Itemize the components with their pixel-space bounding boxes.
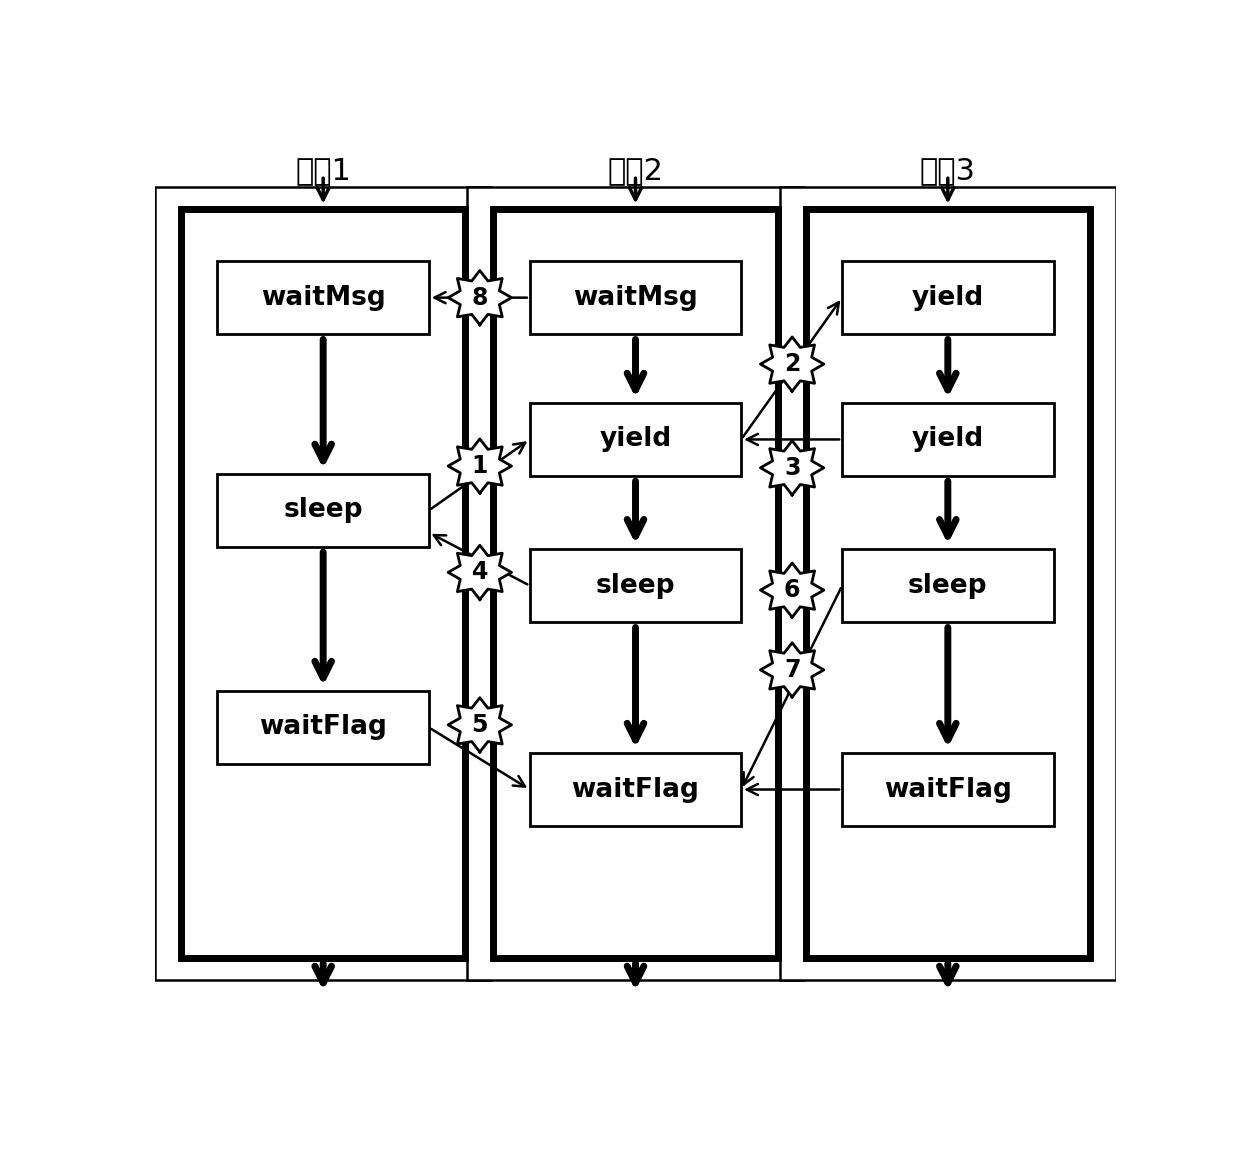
Text: 协程2: 协程2 <box>608 155 663 185</box>
Bar <box>806 209 1090 958</box>
Text: sleep: sleep <box>595 573 676 599</box>
Text: yield: yield <box>911 284 985 311</box>
Text: waitMsg: waitMsg <box>573 284 698 311</box>
Polygon shape <box>448 546 512 600</box>
Bar <box>494 209 777 958</box>
Bar <box>155 186 491 981</box>
Text: yield: yield <box>599 427 672 452</box>
Text: 7: 7 <box>784 658 800 681</box>
Polygon shape <box>760 563 823 617</box>
Bar <box>780 186 1116 981</box>
Bar <box>217 691 429 764</box>
Text: 6: 6 <box>784 578 800 602</box>
Text: sleep: sleep <box>284 497 363 524</box>
Text: waitFlag: waitFlag <box>884 777 1012 802</box>
Text: 协程3: 协程3 <box>920 155 976 185</box>
Text: 2: 2 <box>784 352 800 376</box>
Bar <box>529 403 742 475</box>
Bar <box>842 549 1054 622</box>
Bar <box>529 261 742 334</box>
Polygon shape <box>760 642 823 698</box>
Bar <box>529 753 742 826</box>
Bar <box>181 209 465 958</box>
Text: 3: 3 <box>784 456 800 480</box>
Text: waitFlag: waitFlag <box>572 777 699 802</box>
Bar <box>217 261 429 334</box>
Text: 5: 5 <box>471 712 489 737</box>
Bar <box>217 474 429 547</box>
Polygon shape <box>448 270 512 325</box>
Bar <box>467 186 804 981</box>
Text: 4: 4 <box>471 561 489 585</box>
Text: 1: 1 <box>471 453 489 478</box>
Text: 协程1: 协程1 <box>295 155 351 185</box>
Bar <box>842 753 1054 826</box>
Text: waitMsg: waitMsg <box>260 284 386 311</box>
Polygon shape <box>760 441 823 495</box>
Text: 8: 8 <box>471 285 489 310</box>
Bar <box>529 549 742 622</box>
Bar <box>842 403 1054 475</box>
Polygon shape <box>760 337 823 391</box>
Text: yield: yield <box>911 427 985 452</box>
Text: sleep: sleep <box>908 573 987 599</box>
Bar <box>842 261 1054 334</box>
Text: waitFlag: waitFlag <box>259 715 387 740</box>
Polygon shape <box>448 439 512 493</box>
Polygon shape <box>448 698 512 752</box>
